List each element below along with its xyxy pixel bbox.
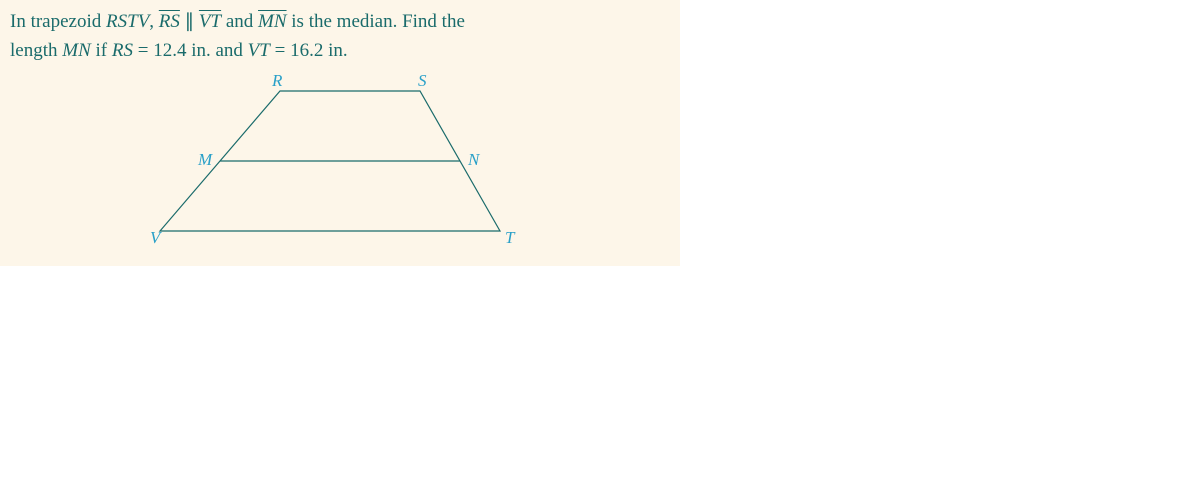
value-vt: 16.2 in.	[290, 40, 348, 61]
text: and	[221, 11, 258, 32]
text: length	[10, 40, 62, 61]
problem-text: In trapezoid RSTV, RS ∥ VT and MN is the…	[10, 8, 670, 65]
label-s: S	[418, 71, 427, 90]
problem-container: In trapezoid RSTV, RS ∥ VT and MN is the…	[0, 0, 680, 266]
label-r: R	[271, 71, 283, 90]
trapezoid-svg: R S M N V T	[140, 71, 540, 251]
label-n: N	[467, 150, 481, 169]
text: ,	[149, 11, 159, 32]
trapezoid-name: RSTV	[106, 11, 149, 32]
equals: =	[133, 40, 153, 61]
trapezoid-figure: R S M N V T	[140, 71, 670, 256]
text: is the median. Find the	[287, 11, 465, 32]
text: if	[91, 40, 112, 61]
parallel-symbol: ∥	[180, 11, 199, 32]
segment-mn: MN	[258, 11, 287, 32]
value-rs: 12.4 in.	[153, 40, 211, 61]
var-vt: VT	[248, 40, 270, 61]
segment-rs: RS	[159, 11, 180, 32]
segment-vt: VT	[199, 11, 221, 32]
label-m: M	[197, 150, 213, 169]
text: In trapezoid	[10, 11, 106, 32]
var-rs: RS	[112, 40, 133, 61]
equals: =	[270, 40, 290, 61]
var-mn: MN	[62, 40, 91, 61]
text: and	[211, 40, 248, 61]
label-t: T	[505, 228, 516, 247]
